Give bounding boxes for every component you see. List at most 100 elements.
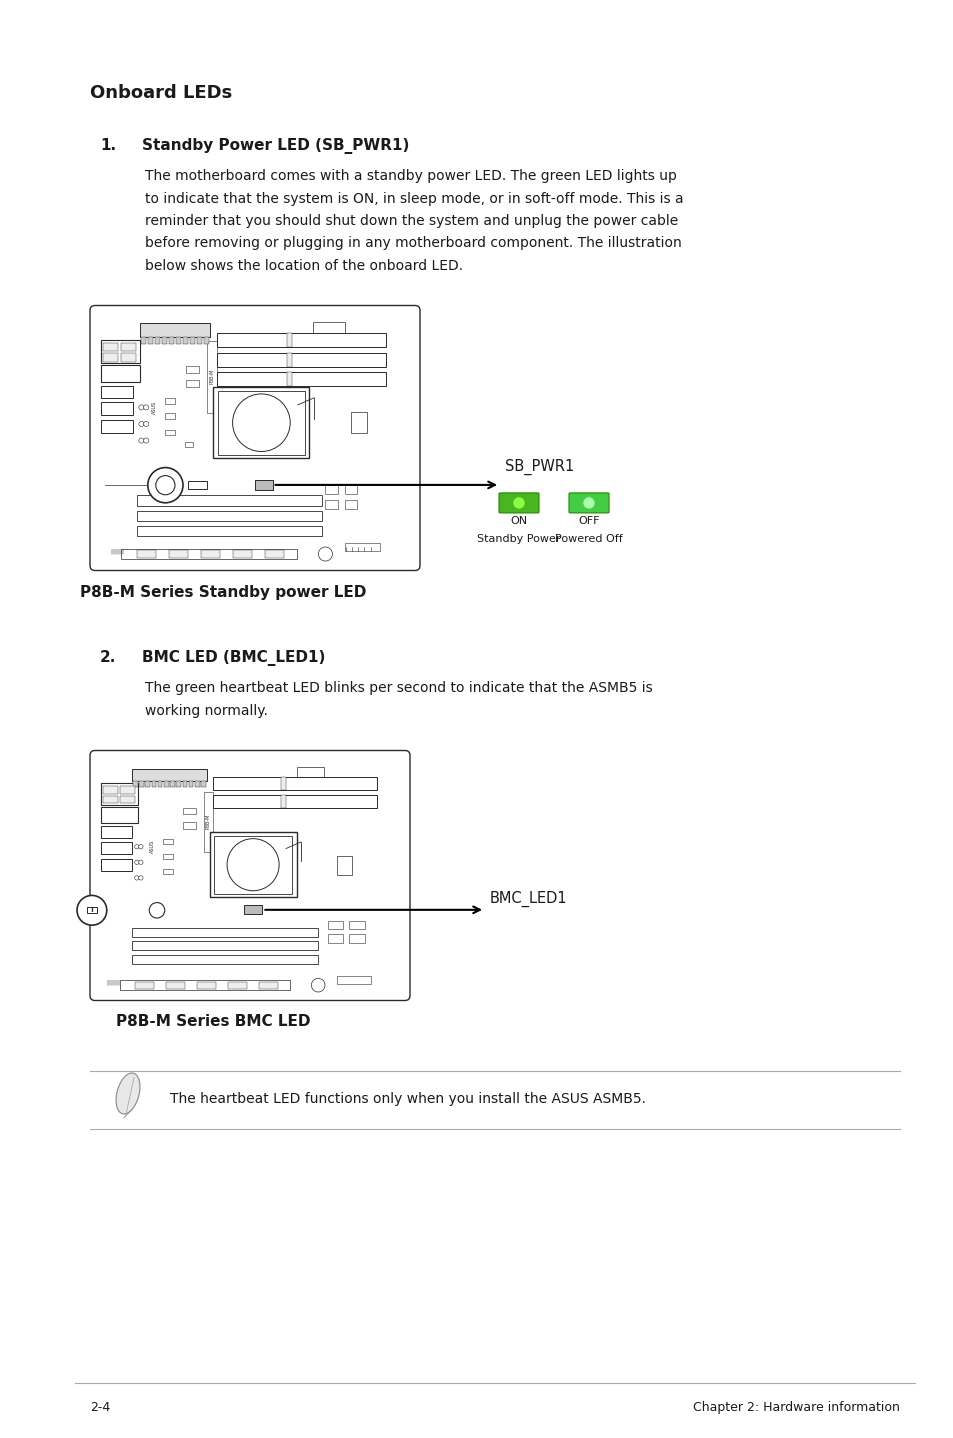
Bar [120, 354, 136, 361]
Bar [101, 385, 133, 398]
Bar [175, 338, 181, 344]
Text: below shows the location of the onboard LED.: below shows the location of the onboard … [145, 259, 462, 273]
Circle shape [155, 476, 174, 495]
Bar [165, 413, 174, 418]
Circle shape [139, 421, 144, 427]
Bar [287, 352, 292, 367]
Bar [136, 551, 155, 558]
Bar [132, 781, 137, 787]
Ellipse shape [116, 1073, 140, 1114]
FancyBboxPatch shape [90, 305, 419, 571]
Bar [170, 781, 174, 787]
Bar [287, 371, 292, 385]
Circle shape [139, 439, 144, 443]
Bar [169, 551, 188, 558]
Text: Powered Off: Powered Off [555, 533, 622, 544]
Bar [135, 982, 153, 989]
Bar [189, 781, 193, 787]
Bar [213, 777, 376, 791]
Bar [103, 354, 118, 361]
Bar [148, 338, 152, 344]
Text: BMC LED (BMC_LED1): BMC LED (BMC_LED1) [142, 650, 325, 666]
Bar [313, 322, 344, 334]
Bar [233, 551, 252, 558]
Bar [287, 334, 292, 348]
Text: SB_PWR1: SB_PWR1 [504, 459, 574, 475]
Bar [132, 940, 318, 951]
Bar [336, 975, 371, 984]
Bar [327, 922, 343, 929]
Bar [136, 526, 322, 536]
Bar [132, 928, 318, 936]
Bar [101, 403, 133, 416]
Text: 1.: 1. [100, 138, 116, 152]
Text: The motherboard comes with a standby power LED. The green LED lights up: The motherboard comes with a standby pow… [145, 170, 677, 183]
Bar [157, 781, 162, 787]
Bar [210, 833, 296, 897]
Bar [203, 791, 213, 851]
Bar [176, 781, 181, 787]
Text: T: T [90, 907, 94, 913]
Bar [141, 338, 146, 344]
Text: P8B-M: P8B-M [209, 370, 214, 384]
Bar [120, 981, 290, 989]
Text: The heartbeat LED functions only when you install the ASUS ASMB5.: The heartbeat LED functions only when yo… [170, 1093, 645, 1106]
Bar [101, 420, 133, 433]
Text: OFF: OFF [578, 516, 599, 526]
Text: Standby Power: Standby Power [476, 533, 560, 544]
FancyBboxPatch shape [498, 493, 538, 513]
Text: Onboard LEDs: Onboard LEDs [90, 83, 232, 102]
Bar [101, 365, 140, 383]
Bar [145, 781, 150, 787]
Bar [200, 551, 219, 558]
Bar [344, 485, 357, 495]
Bar [101, 841, 132, 854]
Text: Standby Power LED (SB_PWR1): Standby Power LED (SB_PWR1) [142, 138, 409, 154]
Bar [87, 907, 96, 913]
Bar [344, 542, 379, 552]
Text: Chapter 2: Hardware information: Chapter 2: Hardware information [693, 1401, 899, 1414]
Text: ASUS: ASUS [152, 401, 156, 414]
Bar [101, 807, 138, 823]
Circle shape [149, 903, 165, 917]
Bar [218, 391, 304, 454]
Bar [152, 781, 156, 787]
Bar [103, 787, 117, 794]
Bar [197, 338, 202, 344]
Bar [103, 342, 118, 351]
Text: ASUS: ASUS [150, 840, 154, 853]
Bar [169, 338, 173, 344]
Circle shape [514, 498, 523, 508]
Bar [351, 413, 367, 433]
Text: 2.: 2. [100, 650, 116, 666]
Bar [204, 338, 209, 344]
Bar [183, 808, 195, 814]
Bar [216, 352, 386, 367]
Bar [186, 365, 199, 372]
Bar [197, 982, 215, 989]
Bar [101, 858, 132, 870]
Bar [228, 982, 247, 989]
Text: working normally.: working normally. [145, 705, 268, 718]
Circle shape [311, 978, 325, 992]
Bar [165, 430, 174, 436]
Text: P8B-M Series Standby power LED: P8B-M Series Standby power LED [80, 585, 366, 601]
Bar [244, 906, 262, 915]
Bar [182, 781, 187, 787]
Bar [101, 827, 132, 838]
Bar [264, 551, 283, 558]
Text: The green heartbeat LED blinks per second to indicate that the ASMB5 is: The green heartbeat LED blinks per secon… [145, 682, 652, 696]
FancyBboxPatch shape [568, 493, 608, 513]
Bar [101, 784, 138, 805]
Bar [183, 338, 188, 344]
Bar [213, 795, 376, 808]
Bar [216, 334, 386, 348]
Bar [132, 769, 207, 781]
Bar [139, 781, 144, 787]
Circle shape [138, 860, 143, 864]
Text: |||||||: ||||||| [107, 979, 120, 985]
Bar [281, 795, 285, 808]
Bar [140, 324, 210, 338]
Bar [166, 982, 185, 989]
Circle shape [134, 844, 139, 848]
